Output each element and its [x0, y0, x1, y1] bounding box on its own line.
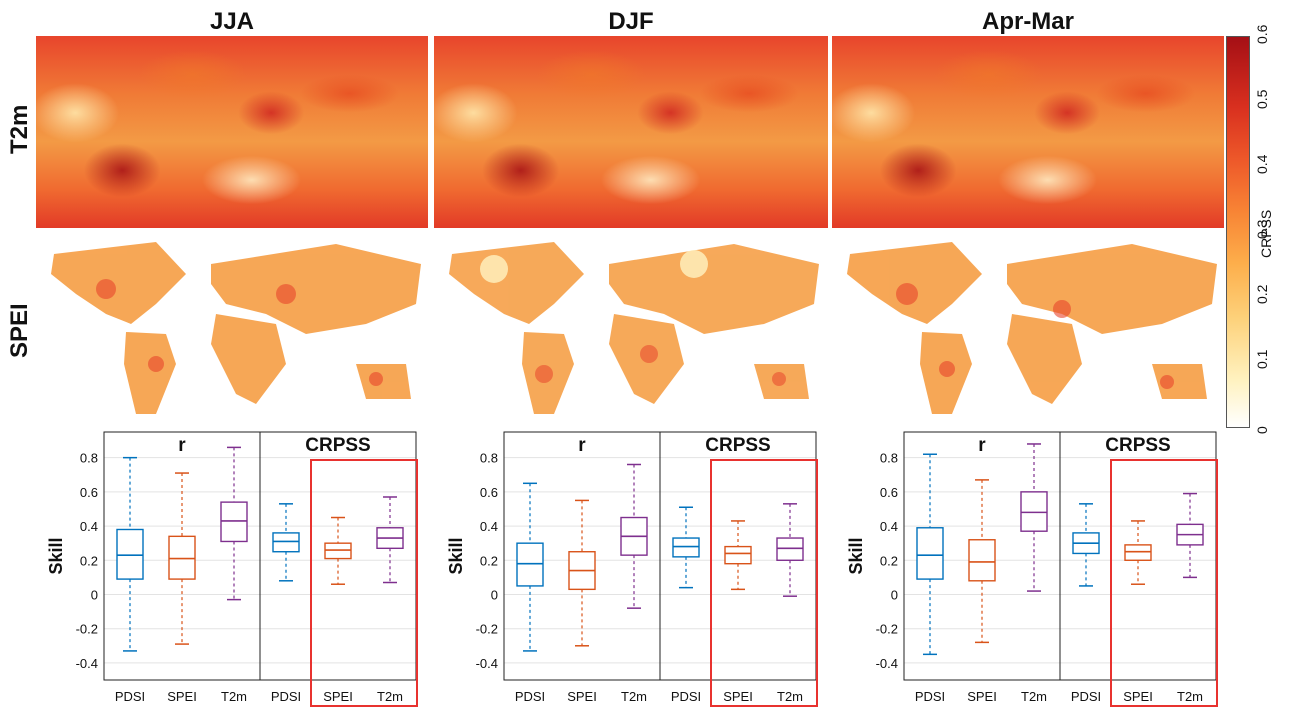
col-title-djf: DJF [608, 8, 654, 35]
box-spei [968, 539, 996, 582]
y-axis-label: Skill [846, 537, 866, 574]
row-label-spei: SPEI [6, 303, 33, 358]
y-tick-label: -0.2 [876, 622, 898, 637]
y-tick-label: -0.2 [476, 622, 498, 637]
box-pdsi [916, 527, 944, 580]
map-spei-apr-mar [832, 234, 1224, 424]
y-tick-label: 0 [491, 587, 498, 602]
x-tick-label: PDSI [915, 689, 945, 704]
x-tick-label: SPEI [1123, 689, 1153, 704]
box-spei [1124, 544, 1152, 561]
x-tick-label: T2m [777, 689, 803, 704]
boxplot-apr-mar: -0.4 -0.2 0 0.2 0.4 0.6 0.8 Skill r PDSI SPEI T2m CR… [846, 431, 1218, 707]
x-tick-label: T2m [221, 689, 247, 704]
group-title: CRPSS [1105, 435, 1170, 456]
y-tick-label: 0.2 [80, 553, 98, 568]
row-label-t2m: T2m [6, 104, 33, 154]
y-tick-label: 0.6 [480, 485, 498, 500]
colorbar [1226, 36, 1250, 428]
x-tick-label: PDSI [515, 689, 545, 704]
x-tick-label: SPEI [323, 689, 353, 704]
y-tick-label: 0.2 [880, 553, 898, 568]
map-spei-djf [434, 234, 828, 424]
col-title-apr-mar: Apr-Mar [981, 8, 1074, 35]
x-tick-label: T2m [1177, 689, 1203, 704]
y-axis-label: Skill [446, 537, 466, 574]
box-spei [724, 545, 752, 565]
group-title: CRPSS [305, 435, 370, 456]
colorbar-label: CRPSS [1258, 209, 1274, 258]
x-tick-label: PDSI [115, 689, 145, 704]
colorbar-tick: 0.6 [1254, 24, 1270, 44]
x-tick-label: PDSI [271, 689, 301, 704]
y-tick-label: 0.4 [80, 519, 98, 534]
y-tick-label: 0.8 [480, 451, 498, 466]
x-tick-label: SPEI [723, 689, 753, 704]
map-t2m-jja [36, 36, 428, 228]
map-t2m-apr-mar [832, 36, 1224, 228]
y-tick-label: 0.6 [80, 485, 98, 500]
y-tick-label: -0.4 [476, 656, 498, 671]
highlight-box [1110, 459, 1218, 707]
box-pdsi [672, 537, 700, 558]
group-title: r [578, 435, 586, 456]
box-pdsi [516, 542, 544, 587]
boxplot-jja: -0.4 -0.2 0 0.2 0.4 0.6 0.8 Skill r PDSI SPEI T2m CR… [46, 431, 418, 707]
x-tick-label: SPEI [167, 689, 197, 704]
box-spei [324, 542, 352, 560]
y-tick-label: 0.4 [880, 519, 898, 534]
group-title: r [178, 435, 186, 456]
box-spei [168, 535, 196, 580]
y-tick-label: -0.4 [76, 656, 98, 671]
y-axis-label: Skill [46, 537, 66, 574]
colorbar-tick: 0 [1254, 426, 1270, 434]
box-t2m [776, 537, 804, 561]
map-spei-jja [36, 234, 428, 424]
x-tick-label: SPEI [967, 689, 997, 704]
y-tick-label: -0.2 [76, 622, 98, 637]
y-tick-label: -0.4 [876, 656, 898, 671]
y-tick-label: 0.2 [480, 553, 498, 568]
x-tick-label: T2m [1021, 689, 1047, 704]
x-tick-label: PDSI [1071, 689, 1101, 704]
x-tick-label: PDSI [671, 689, 701, 704]
map-t2m-djf [434, 36, 828, 228]
colorbar-tick: 0.2 [1254, 284, 1270, 304]
y-tick-label: 0.6 [880, 485, 898, 500]
boxplot-djf: -0.4 -0.2 0 0.2 0.4 0.6 0.8 Skill r PDSI SPEI T2m CR… [446, 431, 818, 707]
box-pdsi [272, 532, 300, 553]
box-t2m [1020, 491, 1048, 532]
y-tick-label: 0.4 [480, 519, 498, 534]
colorbar-tick: 0.5 [1254, 89, 1270, 109]
col-title-jja: JJA [209, 8, 255, 35]
y-tick-label: 0.8 [880, 451, 898, 466]
group-title: CRPSS [705, 435, 770, 456]
colorbar-tick: 0.1 [1254, 349, 1270, 369]
x-tick-label: SPEI [567, 689, 597, 704]
box-t2m [220, 501, 248, 543]
colorbar-tick: 0.4 [1254, 154, 1270, 174]
x-tick-label: T2m [621, 689, 647, 704]
highlight-box [710, 459, 818, 707]
y-tick-label: 0 [891, 587, 898, 602]
box-pdsi [116, 528, 144, 580]
y-tick-label: 0 [91, 587, 98, 602]
group-title: r [978, 435, 986, 456]
x-tick-label: T2m [377, 689, 403, 704]
y-tick-label: 0.8 [80, 451, 98, 466]
highlight-box [310, 459, 418, 707]
